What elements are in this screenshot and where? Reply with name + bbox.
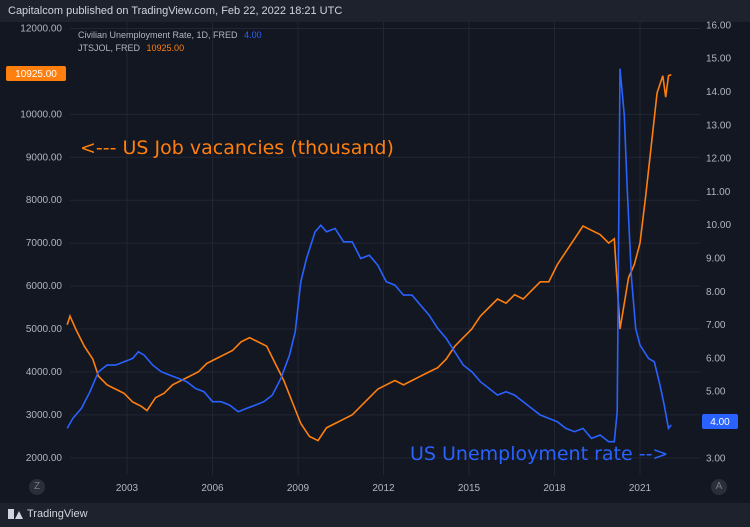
x-tick-label: 2006 — [201, 483, 224, 494]
left-tick-label: 8000.00 — [26, 195, 63, 206]
legend-unemployment[interactable]: Civilian Unemployment Rate, 1D, FRED 4.0… — [78, 30, 262, 40]
unemployment-annotation: US Unemployment rate --> — [410, 443, 668, 465]
publisher-info: Capitalcom published on TradingView.com,… — [8, 5, 343, 17]
right-tick-label: 13.00 — [706, 120, 731, 131]
left-tick-label: 6000.00 — [26, 281, 63, 292]
bottom-bar: TradingView — [0, 503, 750, 527]
right-tick-label: 3.00 — [706, 453, 726, 464]
unemployment-last-value-label: 4.00 — [702, 414, 738, 429]
top-bar: Capitalcom published on TradingView.com,… — [0, 0, 750, 22]
legend-unemployment-label: Civilian Unemployment Rate, 1D, FRED — [78, 30, 238, 40]
right-tick-label: 15.00 — [706, 54, 731, 65]
left-tick-label: 5000.00 — [26, 324, 63, 335]
vacancies-annotation: <--- US Job vacancies (thousand) — [80, 137, 394, 159]
unemployment-line — [66, 68, 672, 443]
right-tick-label: 11.00 — [706, 187, 731, 198]
x-tick-label: 2009 — [287, 483, 310, 494]
left-tick-label: 12000.00 — [20, 23, 62, 34]
x-tick-label: 2003 — [116, 483, 139, 494]
left-tick-label: 2000.00 — [26, 453, 63, 464]
right-price-axis[interactable]: 3.00 4.00 5.00 6.00 7.00 8.00 9.00 10.00 11.00 12… — [706, 20, 731, 464]
right-tick-label: 6.00 — [706, 353, 726, 364]
right-tick-label: 14.00 — [706, 87, 731, 98]
x-tick-label: 2012 — [372, 483, 395, 494]
left-tick-label: 9000.00 — [26, 152, 63, 163]
left-tick-label: 4000.00 — [26, 367, 63, 378]
right-tick-label: 12.00 — [706, 154, 731, 165]
tradingview-brand: TradingView — [27, 508, 88, 520]
right-tick-label: 5.00 — [706, 387, 726, 398]
legend-vacancies-label: JTSJOL, FRED — [78, 43, 141, 53]
vacancies-last-value-label: 10925.00 — [6, 66, 66, 81]
right-tick-label: 9.00 — [706, 253, 726, 264]
legend-unemployment-value: 4.00 — [244, 30, 262, 40]
left-tick-label: 7000.00 — [26, 238, 63, 249]
legend-vacancies-value: 10925.00 — [146, 43, 185, 53]
tradingview-logo[interactable]: TradingView — [8, 508, 88, 520]
vacancies-last-value: 10925.00 — [15, 69, 57, 80]
left-tick-label: 3000.00 — [26, 410, 63, 421]
legend-vacancies[interactable]: JTSJOL, FRED 10925.00 — [78, 43, 184, 53]
left-tick-label: 10000.00 — [20, 109, 62, 120]
time-axis[interactable]: 2003 2006 2009 2012 2015 2018 2021 — [116, 483, 652, 494]
left-scale-button[interactable]: Z — [29, 479, 45, 495]
right-tick-label: 7.00 — [706, 320, 726, 331]
x-tick-label: 2021 — [629, 483, 652, 494]
grid-lines — [70, 22, 700, 475]
left-price-axis[interactable]: 2000.00 3000.00 4000.00 5000.00 6000.00 7000.… — [20, 23, 62, 463]
right-tick-label: 8.00 — [706, 287, 726, 298]
right-tick-label: 16.00 — [706, 20, 731, 31]
x-tick-label: 2018 — [543, 483, 566, 494]
vacancies-line — [66, 73, 672, 442]
auto-scale-button[interactable]: A — [711, 479, 727, 495]
tradingview-logo-icon — [8, 509, 23, 519]
right-tick-label: 10.00 — [706, 220, 731, 231]
x-tick-label: 2015 — [458, 483, 481, 494]
unemployment-last-value: 4.00 — [710, 417, 730, 428]
